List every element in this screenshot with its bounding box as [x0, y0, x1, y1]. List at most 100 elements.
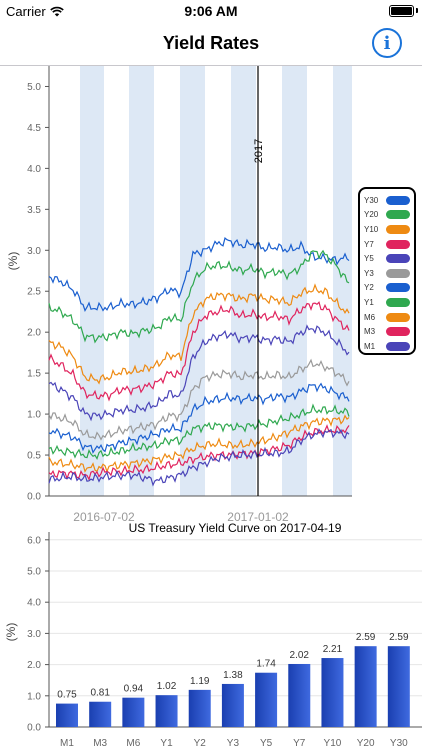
- legend-swatch: [386, 327, 410, 337]
- legend-label: Y5: [364, 254, 374, 264]
- y-axis-label: (%): [4, 623, 18, 642]
- legend-swatch: [386, 254, 410, 264]
- legend-label: Y20: [364, 210, 379, 220]
- legend-item-m1: M1: [364, 339, 410, 354]
- legend-label: M3: [364, 327, 376, 337]
- battery-icon: [389, 5, 414, 17]
- series-line-y2: [48, 382, 350, 454]
- bar-y10: [321, 658, 344, 727]
- page-title: Yield Rates: [162, 33, 260, 53]
- chart-band: [333, 66, 352, 496]
- legend-swatch: [386, 224, 410, 234]
- series-line-y10: [48, 283, 350, 385]
- y-tick-label: 4.0: [27, 598, 41, 609]
- carrier-label: Carrier: [6, 4, 46, 19]
- bar-chart-svg: US Treasury Yield Curve on 2017-04-19 0.0…: [4, 521, 422, 749]
- bar-value-label: 0.81: [90, 688, 110, 699]
- bar-value-label: 2.02: [290, 650, 310, 661]
- bar-y2: [188, 689, 211, 727]
- bar-y1: [155, 695, 178, 727]
- legend-swatch: [386, 312, 410, 322]
- y-tick-label: 4.5: [27, 123, 41, 134]
- bar-value-label: 1.74: [256, 659, 276, 670]
- bar-y30: [387, 646, 410, 727]
- chart-band: [282, 66, 307, 496]
- bar-value-label: 2.59: [389, 632, 409, 643]
- x-tick-label: M3: [93, 738, 107, 749]
- bar-value-label: 1.02: [157, 681, 177, 692]
- navigation-bar: Yield Rates i: [0, 22, 422, 66]
- legend-label: Y7: [364, 239, 374, 249]
- bar-value-label: 1.19: [190, 676, 210, 687]
- x-tick-label: Y1: [160, 738, 173, 749]
- legend-label: Y1: [364, 297, 374, 307]
- chart-band: [231, 66, 256, 496]
- series-line-m3: [48, 424, 350, 481]
- chart-legend: Y30 Y20 Y10 Y7 Y5 Y3 Y2 Y1 M6 M3 M1: [358, 187, 416, 355]
- y-tick-label: 2.0: [27, 328, 41, 339]
- line-chart-svg[interactable]: 0.0 0.5 1.0 1.5 2.0 2.5 3.0 3.5 4.0 4.5 5.0 (%) 2016…: [0, 66, 422, 536]
- bar-m6: [122, 697, 145, 727]
- legend-item-y20: Y20: [364, 208, 410, 223]
- y-tick-label: 2.0: [27, 660, 41, 671]
- legend-label: Y3: [364, 268, 374, 278]
- legend-swatch: [386, 297, 410, 307]
- legend-label: M1: [364, 341, 376, 351]
- legend-label: Y2: [364, 283, 374, 293]
- status-bar: Carrier 9:06 AM: [0, 0, 422, 22]
- series-line-m1: [48, 428, 350, 487]
- y-tick-label: 5.0: [27, 82, 41, 93]
- legend-item-m3: M3: [364, 324, 410, 339]
- info-button[interactable]: i: [372, 28, 402, 58]
- y-tick-label: 3.0: [27, 246, 41, 257]
- wifi-icon: [49, 6, 64, 17]
- legend-swatch: [386, 268, 410, 278]
- y-tick-label: 1.0: [27, 691, 41, 702]
- bar-chart-title: US Treasury Yield Curve on 2017-04-19: [129, 521, 342, 535]
- legend-item-y7: Y7: [364, 237, 410, 252]
- y-tick-label: 2.5: [27, 287, 41, 298]
- yield-history-chart[interactable]: 0.0 0.5 1.0 1.5 2.0 2.5 3.0 3.5 4.0 4.5 5.0 (%) 2016…: [0, 66, 422, 536]
- y-tick-label: 3.5: [27, 205, 41, 216]
- y-tick-label: 3.0: [27, 629, 41, 640]
- bar-value-label: 0.94: [124, 684, 144, 695]
- x-tick-label: 2017-01-02: [227, 510, 289, 524]
- bar-value-label: 2.21: [323, 644, 343, 655]
- legend-item-y2: Y2: [364, 281, 410, 296]
- y-tick-label: 1.5: [27, 369, 41, 380]
- legend-label: Y10: [364, 224, 379, 234]
- year-marker-label: 2017: [253, 139, 265, 163]
- bar-y20: [354, 646, 377, 727]
- legend-swatch: [386, 283, 410, 293]
- bar-value-label: 2.59: [356, 632, 376, 643]
- bar-y5: [255, 672, 278, 727]
- legend-item-y10: Y10: [364, 222, 410, 237]
- status-time: 9:06 AM: [184, 3, 238, 19]
- x-tick-label: Y3: [227, 738, 240, 749]
- legend-label: Y30: [364, 195, 379, 205]
- series-line-y3: [48, 358, 350, 441]
- series-line-m6: [48, 414, 350, 474]
- y-axis-label: (%): [6, 252, 20, 271]
- series-line-y5: [48, 324, 350, 422]
- y-tick-label: 0.5: [27, 451, 41, 462]
- bar-y7: [288, 663, 311, 727]
- y-tick-label: 4.0: [27, 164, 41, 175]
- legend-item-m6: M6: [364, 310, 410, 325]
- battery-tip: [416, 8, 418, 13]
- bar-y3: [221, 683, 244, 727]
- legend-item-y30: Y30: [364, 193, 410, 208]
- x-tick-label: Y5: [260, 738, 273, 749]
- y-tick-label: 1.0: [27, 410, 41, 421]
- series-line-y1: [48, 403, 350, 461]
- y-tick-label: 0.0: [27, 492, 41, 503]
- x-tick-label: Y30: [390, 738, 408, 749]
- x-tick-label: 2016-07-02: [73, 510, 135, 524]
- legend-label: M6: [364, 312, 376, 322]
- x-tick-label: Y20: [357, 738, 375, 749]
- y-tick-label: 5.0: [27, 567, 41, 578]
- chart-band: [80, 66, 104, 496]
- bar-m1: [56, 703, 78, 727]
- x-tick-label: Y10: [324, 738, 342, 749]
- x-tick-label: Y2: [194, 738, 207, 749]
